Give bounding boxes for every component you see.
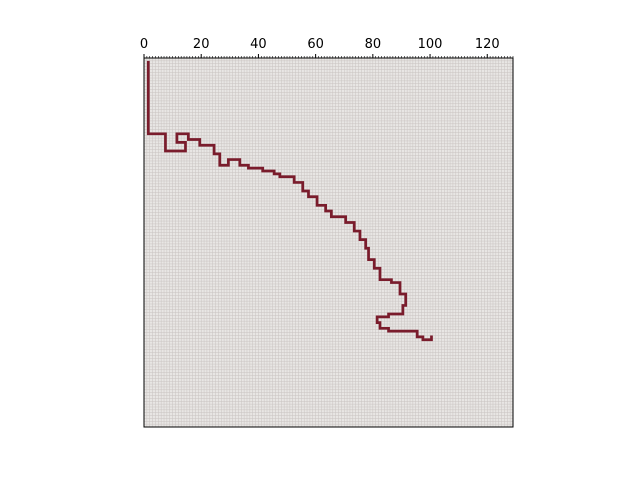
plot-frame: [143, 57, 514, 428]
x-tick-label: 60: [307, 37, 324, 52]
plot-area: [144, 58, 513, 427]
x-tick-label: 20: [193, 37, 210, 52]
x-tick-label: 0: [140, 37, 148, 52]
path-line: [146, 60, 433, 342]
x-tick-label: 100: [418, 37, 443, 52]
x-tick-label: 80: [365, 37, 382, 52]
grid-lines: [144, 58, 513, 427]
x-tick-label: 120: [475, 37, 500, 52]
x-tick-label: 40: [250, 37, 267, 52]
